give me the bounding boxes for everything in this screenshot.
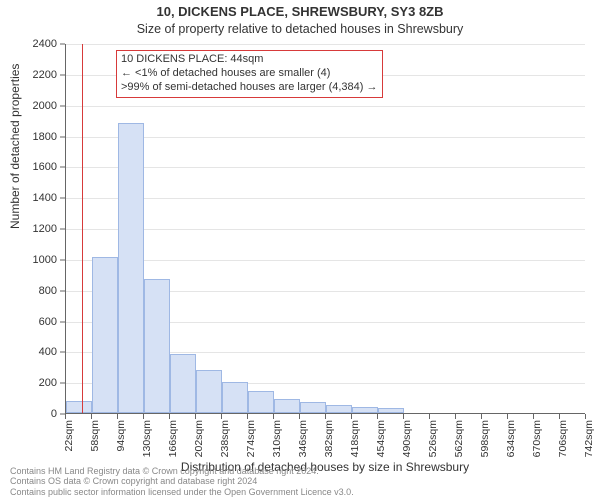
x-tick-label: 166sqm [167,420,179,457]
y-tick-label: 1600 [33,161,57,173]
x-tick-label: 310sqm [271,420,283,457]
y-tick-label: 1200 [33,223,57,235]
footer-line-3: Contains public sector information licen… [10,487,354,497]
histogram-bar [66,401,92,413]
plot-area: 10 DICKENS PLACE: 44sqm← <1% of detached… [65,44,585,414]
x-tick-label: 562sqm [453,420,465,457]
x-tick-label: 634sqm [505,420,517,457]
histogram-bar [196,370,222,413]
annotation-line: 10 DICKENS PLACE: 44sqm [121,53,378,67]
x-tick-label: 418sqm [349,420,361,457]
y-tick-label: 1400 [33,192,57,204]
y-tick-label: 1000 [33,254,57,266]
histogram-bar [352,407,378,413]
gridline [66,106,585,107]
y-tick-label: 800 [39,285,57,297]
footer-attribution: Contains HM Land Registry data © Crown c… [10,466,354,497]
histogram-bar [300,402,326,413]
x-tick-label: 742sqm [583,420,595,457]
y-tick-label: 400 [39,346,57,358]
x-tick-label: 22sqm [63,420,75,452]
y-tick-label: 2400 [33,38,57,50]
title-subtitle: Size of property relative to detached ho… [0,22,600,36]
x-tick-label: 346sqm [297,420,309,457]
x-tick-label: 274sqm [245,420,257,457]
annotation-line: ← <1% of detached houses are smaller (4) [121,67,378,81]
x-tick-label: 454sqm [375,420,387,457]
y-tick-label: 2200 [33,69,57,81]
x-tick-label: 58sqm [89,420,101,452]
histogram-bar [248,391,274,413]
histogram-bar [170,354,196,413]
x-tick-label: 706sqm [557,420,569,457]
x-tick-label: 202sqm [193,420,205,457]
histogram-bar [274,399,300,413]
property-marker-line [82,44,84,413]
x-tick-label: 670sqm [531,420,543,457]
x-tick-label: 238sqm [219,420,231,457]
histogram-bar [118,123,144,413]
x-tick-label: 598sqm [479,420,491,457]
annotation-line: >99% of semi-detached houses are larger … [121,81,378,95]
title-address: 10, DICKENS PLACE, SHREWSBURY, SY3 8ZB [0,4,600,19]
gridline [66,44,585,45]
x-tick-label: 382sqm [323,420,335,457]
histogram-bar [378,408,404,413]
y-ticks: 0200400600800100012001400160018002000220… [0,44,60,414]
histogram-bar [92,257,118,413]
footer-line-1: Contains HM Land Registry data © Crown c… [10,466,354,476]
x-tick-label: 94sqm [115,420,127,452]
y-tick-label: 2000 [33,100,57,112]
histogram-bar [144,279,170,413]
annotation-box: 10 DICKENS PLACE: 44sqm← <1% of detached… [116,50,383,98]
y-tick-label: 200 [39,377,57,389]
chart-container: 10, DICKENS PLACE, SHREWSBURY, SY3 8ZB S… [0,0,600,500]
x-tick-label: 526sqm [427,420,439,457]
y-tick-label: 1800 [33,131,57,143]
y-tick-label: 600 [39,316,57,328]
histogram-bar [222,382,248,413]
x-tick-label: 490sqm [401,420,413,457]
footer-line-2: Contains OS data © Crown copyright and d… [10,476,354,486]
histogram-bar [326,405,352,413]
x-tick-label: 130sqm [141,420,153,457]
y-tick-label: 0 [51,408,57,420]
